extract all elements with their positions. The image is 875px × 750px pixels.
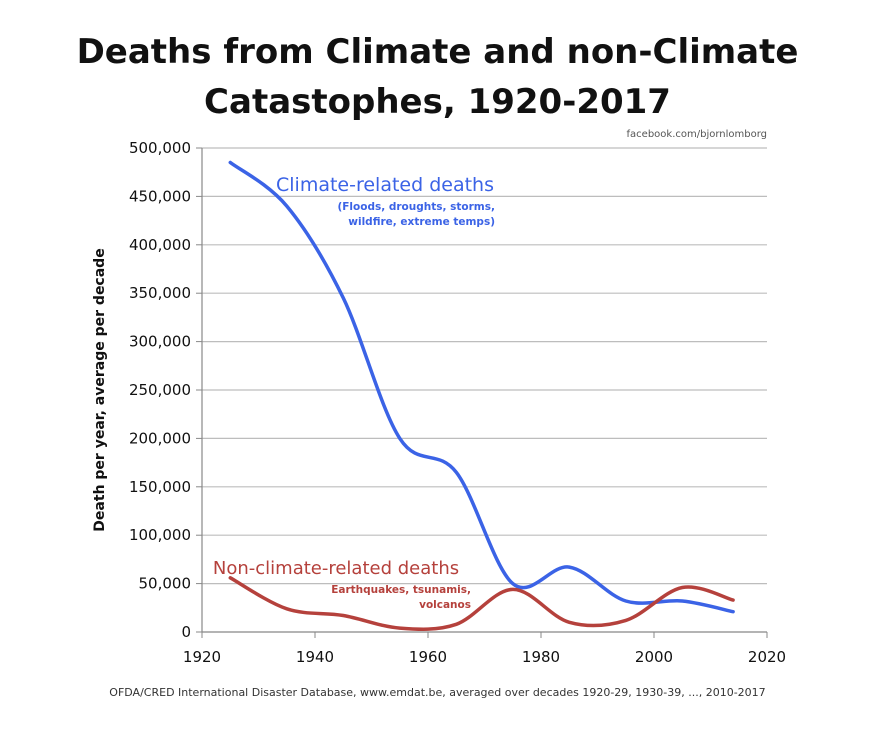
x-tick-label: 2020 bbox=[748, 648, 786, 666]
y-tick-label: 400,000 bbox=[129, 236, 191, 254]
x-tick-label: 1960 bbox=[409, 648, 447, 666]
series-lines bbox=[228, 160, 735, 631]
non-climate-deaths-line bbox=[228, 576, 735, 631]
y-tick-label: 300,000 bbox=[129, 333, 191, 351]
series-annotations: Climate-related deaths (Floods, droughts,… bbox=[213, 174, 495, 611]
y-axis-label: Death per year, average per decade bbox=[92, 248, 108, 531]
x-tick-labels: 1920 1940 1960 1980 2000 2020 bbox=[183, 648, 786, 666]
climate-series-sublabel-2: wildfire, extreme temps) bbox=[348, 216, 495, 228]
non-climate-series-sublabel-1: Earthquakes, tsunamis, bbox=[331, 584, 471, 596]
y-tick-label: 150,000 bbox=[129, 478, 191, 496]
y-tick-label: 450,000 bbox=[129, 187, 191, 205]
y-tick-label: 100,000 bbox=[129, 526, 191, 544]
line-chart: 0 50,000 100,000 150,000 200,000 250,000 300,0… bbox=[92, 139, 786, 666]
y-tick-label: 350,000 bbox=[129, 284, 191, 302]
climate-series-label: Climate-related deaths bbox=[276, 174, 494, 196]
source-credit: facebook.com/bjornlomborg bbox=[626, 129, 767, 140]
non-climate-series-sublabel-2: volcanos bbox=[419, 599, 471, 611]
y-tick-label: 500,000 bbox=[129, 139, 191, 157]
x-tick-label: 1980 bbox=[522, 648, 560, 666]
y-tick-labels: 0 50,000 100,000 150,000 200,000 250,000 300,0… bbox=[129, 139, 191, 641]
chart-title-line1: Deaths from Climate and non-Climate bbox=[76, 32, 799, 72]
y-tick-label: 200,000 bbox=[129, 429, 191, 447]
y-tick-label: 250,000 bbox=[129, 381, 191, 399]
non-climate-series-label: Non-climate-related deaths bbox=[213, 558, 459, 579]
chart-title-line2: Catastophes, 1920-2017 bbox=[204, 82, 671, 122]
y-tick-label: 0 bbox=[181, 623, 191, 641]
axes bbox=[196, 147, 768, 638]
x-tick-label: 1940 bbox=[296, 648, 334, 666]
y-tick-label: 50,000 bbox=[139, 575, 192, 593]
x-tick-label: 2000 bbox=[635, 648, 673, 666]
climate-series-sublabel-1: (Floods, droughts, storms, bbox=[337, 201, 495, 213]
x-tick-label: 1920 bbox=[183, 648, 221, 666]
grid-lines bbox=[202, 147, 767, 585]
data-source-footnote: OFDA/CRED International Disaster Databas… bbox=[109, 686, 766, 699]
climate-deaths-line bbox=[228, 160, 735, 614]
